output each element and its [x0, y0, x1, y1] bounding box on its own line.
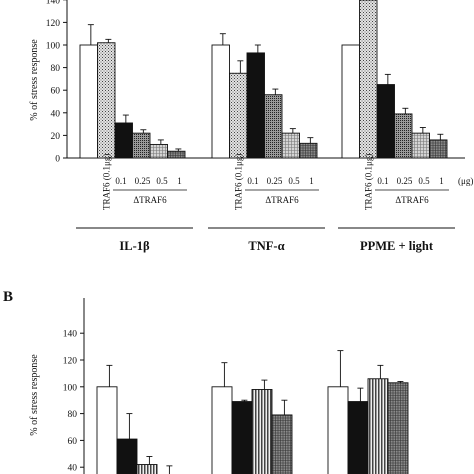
bar-dark-grid — [299, 142, 318, 159]
y-tick-label: 60 — [68, 437, 78, 447]
delta-traf6-label: ΔTRAF6 — [133, 195, 167, 205]
panel-b-y-ticks: 40 60 80 100 120 140 — [63, 330, 84, 474]
bar-white — [327, 386, 349, 474]
bar-black — [114, 122, 133, 159]
stimulus-label: IL-1β — [119, 239, 150, 253]
bar-dense-dots — [264, 94, 283, 159]
bar-stripe — [251, 389, 273, 474]
dose-label: 0.1 — [247, 176, 258, 186]
bar-dark-grid — [429, 139, 448, 159]
y-tick-label: 0 — [55, 155, 60, 165]
bar-white — [211, 44, 230, 159]
bar-dense-dots — [394, 113, 413, 159]
bar-black — [231, 401, 253, 474]
bar-white — [79, 44, 98, 159]
panel-a-x-labels: TRAF6 (0.1μg) 0.1 0.25 0.5 1 ΔTRAF6 IL-1β TRAF6… — [76, 154, 473, 253]
panel-b: B % of stress response 40 60 80 100 120 140 — [3, 289, 409, 474]
dose-label: 0.25 — [397, 176, 413, 186]
y-tick-label: 100 — [63, 383, 78, 393]
stimulus-label: TNF-α — [248, 239, 284, 253]
bar-light-grid — [149, 143, 168, 159]
dose-label: 0.1 — [115, 176, 126, 186]
bar-light-grid — [281, 132, 300, 159]
bar-white — [96, 386, 118, 474]
dose-label: 0.5 — [288, 176, 300, 186]
dose-label: 0.1 — [377, 176, 388, 186]
dose-label: 0.25 — [135, 176, 151, 186]
y-tick-label: 120 — [63, 357, 78, 367]
panel-a-y-ticks: 0 20 40 60 80 100 120 140 — [46, 0, 67, 165]
bar-stripe — [367, 378, 389, 474]
bar-white — [341, 44, 360, 159]
bar-dark-grid — [387, 382, 409, 474]
delta-traf6-label: ΔTRAF6 — [395, 195, 429, 205]
y-tick-label: 140 — [63, 330, 78, 340]
y-tick-label: 40 — [51, 109, 61, 119]
bar-white — [211, 386, 233, 474]
panel-a-y-axis-label: % of stress response — [29, 39, 40, 121]
bar-stripe — [136, 464, 158, 474]
bar-dark-grid — [167, 150, 186, 159]
dose-unit-label: (μg) — [458, 176, 473, 186]
bar-light-grid — [411, 132, 430, 159]
stimulus-label: PPME + light — [360, 239, 434, 253]
bar-black — [347, 401, 369, 474]
dose-label: 1 — [177, 176, 182, 186]
traf6-label: TRAF6 (0.1μg) — [233, 154, 243, 210]
dose-label: 1 — [309, 176, 314, 186]
y-tick-label: 100 — [46, 42, 61, 52]
panel-b-label: B — [3, 289, 13, 305]
bar-dense-dots — [132, 132, 151, 159]
dose-label: 0.25 — [267, 176, 283, 186]
traf6-label: TRAF6 (0.1μg) — [363, 154, 373, 210]
dose-label: 0.5 — [156, 176, 168, 186]
dose-label: 1 — [439, 176, 444, 186]
traf6-label: TRAF6 (0.1μg) — [101, 154, 111, 210]
panel-b-bars — [96, 350, 409, 474]
y-tick-label: 80 — [51, 64, 61, 74]
bar-black — [246, 52, 265, 159]
y-tick-label: 140 — [46, 0, 61, 6]
bar-dark-grid — [271, 414, 293, 474]
bar-black — [376, 84, 395, 159]
delta-traf6-label: ΔTRAF6 — [265, 195, 299, 205]
y-tick-label: 60 — [51, 87, 61, 97]
panel-a: % of stress response 020406080100120140 … — [29, 0, 473, 253]
panel-a-bars — [79, 0, 448, 159]
dose-label: 0.5 — [418, 176, 430, 186]
bar-dots — [97, 42, 116, 159]
panel-b-y-axis-label: % of stress response — [29, 354, 40, 436]
bar-dots — [229, 72, 248, 159]
bar-dots — [359, 0, 378, 159]
bar-black — [116, 438, 138, 474]
y-tick-label: 20 — [51, 132, 61, 142]
y-tick-label: 40 — [68, 464, 78, 474]
y-tick-label: 80 — [68, 410, 78, 420]
y-tick-label: 120 — [46, 19, 61, 29]
